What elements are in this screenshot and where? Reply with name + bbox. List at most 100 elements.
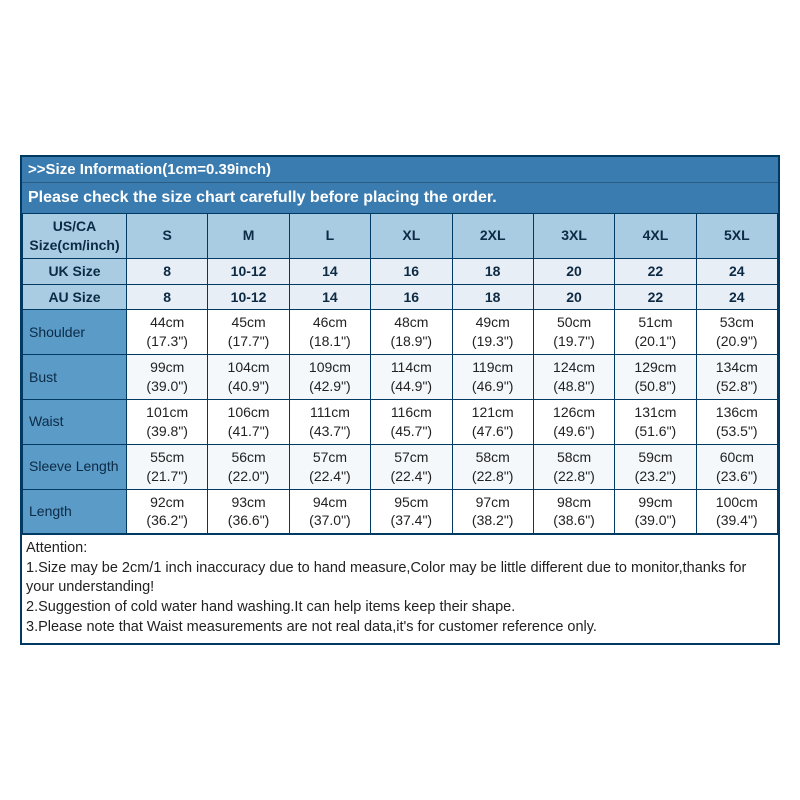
value-cm: 136cm: [699, 403, 775, 422]
measurement-cell: 55cm(21.7"): [127, 444, 208, 489]
measurement-cell: 49cm(19.3"): [452, 310, 533, 355]
cell: 16: [371, 284, 452, 310]
value-cm: 60cm: [699, 448, 775, 467]
measurement-cell: 100cm(39.4"): [696, 489, 777, 534]
cell: 8: [127, 258, 208, 284]
attention-title: Attention:: [26, 539, 774, 559]
value-cm: 56cm: [210, 448, 286, 467]
measurement-cell: 99cm(39.0"): [615, 489, 696, 534]
value-inch: (36.6"): [210, 511, 286, 530]
measurement-cell: 58cm(22.8"): [533, 444, 614, 489]
measurement-cell: 111cm(43.7"): [289, 399, 370, 444]
measurement-cell: 136cm(53.5"): [696, 399, 777, 444]
chart-title: >>Size Information(1cm=0.39inch): [22, 157, 778, 183]
measurement-cell: 44cm(17.3"): [127, 310, 208, 355]
cell: 22: [615, 258, 696, 284]
value-inch: (20.9"): [699, 332, 775, 351]
cell: 14: [289, 258, 370, 284]
measurement-cell: 129cm(50.8"): [615, 355, 696, 400]
value-inch: (46.9"): [455, 377, 531, 396]
chart-subtitle: Please check the size chart carefully be…: [22, 183, 778, 213]
measurement-cell: 93cm(36.6"): [208, 489, 289, 534]
measurement-cell: 119cm(46.9"): [452, 355, 533, 400]
value-inch: (22.8"): [455, 467, 531, 486]
value-inch: (41.7"): [210, 422, 286, 441]
cell: 24: [696, 258, 777, 284]
cell: 16: [371, 258, 452, 284]
measurement-cell: 51cm(20.1"): [615, 310, 696, 355]
size-col-4: 2XL: [452, 213, 533, 258]
value-inch: (45.7"): [373, 422, 449, 441]
cell: 18: [452, 258, 533, 284]
cell: 14: [289, 284, 370, 310]
value-cm: 134cm: [699, 358, 775, 377]
cell: 20: [533, 284, 614, 310]
measurement-cell: 97cm(38.2"): [452, 489, 533, 534]
measurement-cell: 48cm(18.9"): [371, 310, 452, 355]
value-cm: 109cm: [292, 358, 368, 377]
row-label: AU Size: [23, 284, 127, 310]
value-cm: 45cm: [210, 313, 286, 332]
value-cm: 101cm: [129, 403, 205, 422]
value-cm: 93cm: [210, 493, 286, 512]
measurement-cell: 60cm(23.6"): [696, 444, 777, 489]
value-cm: 46cm: [292, 313, 368, 332]
value-inch: (48.8"): [536, 377, 612, 396]
value-cm: 126cm: [536, 403, 612, 422]
measurement-cell: 109cm(42.9"): [289, 355, 370, 400]
value-cm: 57cm: [373, 448, 449, 467]
value-inch: (22.8"): [536, 467, 612, 486]
value-cm: 114cm: [373, 358, 449, 377]
value-inch: (39.0"): [129, 377, 205, 396]
measurement-cell: 104cm(40.9"): [208, 355, 289, 400]
value-cm: 94cm: [292, 493, 368, 512]
measurement-cell: 56cm(22.0"): [208, 444, 289, 489]
value-cm: 44cm: [129, 313, 205, 332]
attention-line-3: 3.Please note that Waist measurements ar…: [26, 618, 774, 638]
value-cm: 121cm: [455, 403, 531, 422]
value-inch: (53.5"): [699, 422, 775, 441]
attention-line-1: 1.Size may be 2cm/1 inch inaccuracy due …: [26, 559, 774, 598]
measurement-row: Waist101cm(39.8")106cm(41.7")111cm(43.7"…: [23, 399, 778, 444]
row-label: Bust: [23, 355, 127, 400]
value-cm: 116cm: [373, 403, 449, 422]
value-cm: 119cm: [455, 358, 531, 377]
value-cm: 59cm: [617, 448, 693, 467]
value-cm: 129cm: [617, 358, 693, 377]
value-inch: (52.8"): [699, 377, 775, 396]
cell: 22: [615, 284, 696, 310]
row-label: Sleeve Length: [23, 444, 127, 489]
measurement-row: Sleeve Length55cm(21.7")56cm(22.0")57cm(…: [23, 444, 778, 489]
measurement-cell: 94cm(37.0"): [289, 489, 370, 534]
value-inch: (38.6"): [536, 511, 612, 530]
size-table: US/CA Size(cm/inch) S M L XL 2XL 3XL 4XL…: [22, 213, 778, 534]
value-cm: 111cm: [292, 403, 368, 422]
value-inch: (43.7"): [292, 422, 368, 441]
measurement-cell: 134cm(52.8"): [696, 355, 777, 400]
value-inch: (39.0"): [617, 511, 693, 530]
value-inch: (39.4"): [699, 511, 775, 530]
size-col-0: S: [127, 213, 208, 258]
value-cm: 57cm: [292, 448, 368, 467]
uk-size-row: UK Size 8 10-12 14 16 18 20 22 24: [23, 258, 778, 284]
value-inch: (22.4"): [373, 467, 449, 486]
row-label: Shoulder: [23, 310, 127, 355]
value-cm: 95cm: [373, 493, 449, 512]
value-cm: 51cm: [617, 313, 693, 332]
value-inch: (22.0"): [210, 467, 286, 486]
size-col-2: L: [289, 213, 370, 258]
measurement-cell: 45cm(17.7"): [208, 310, 289, 355]
measurement-cell: 116cm(45.7"): [371, 399, 452, 444]
measurement-cell: 50cm(19.7"): [533, 310, 614, 355]
value-cm: 92cm: [129, 493, 205, 512]
value-cm: 53cm: [699, 313, 775, 332]
value-cm: 98cm: [536, 493, 612, 512]
value-inch: (17.3"): [129, 332, 205, 351]
value-cm: 49cm: [455, 313, 531, 332]
value-inch: (36.2"): [129, 511, 205, 530]
size-col-5: 3XL: [533, 213, 614, 258]
measurement-cell: 101cm(39.8"): [127, 399, 208, 444]
value-inch: (38.2"): [455, 511, 531, 530]
col-label-header: US/CA Size(cm/inch): [23, 213, 127, 258]
value-cm: 55cm: [129, 448, 205, 467]
